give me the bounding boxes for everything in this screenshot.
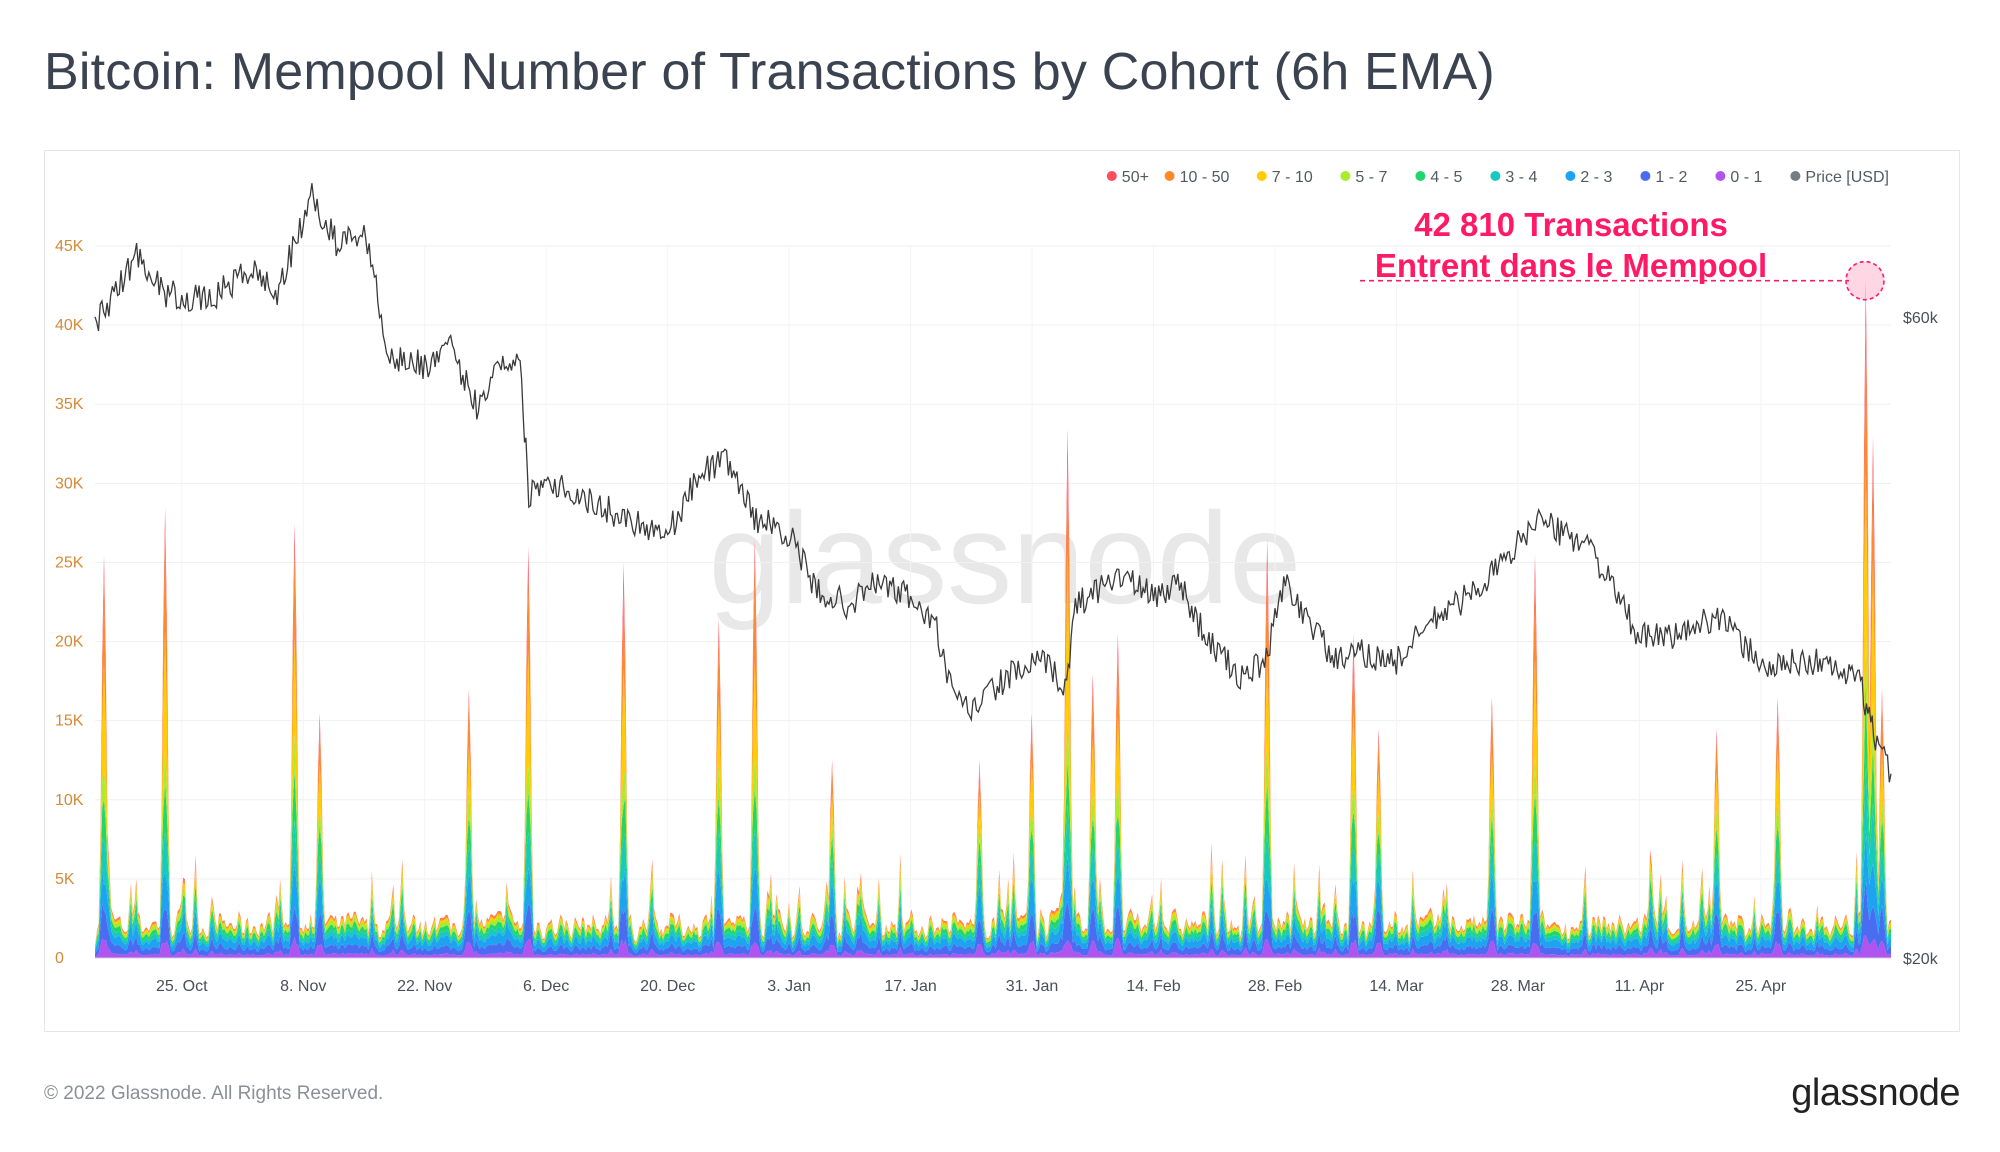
legend-dot xyxy=(1490,171,1501,181)
legend-4-5[interactable]: 4 - 5 xyxy=(1415,169,1463,186)
legend-price[interactable]: Price [USD] xyxy=(1790,169,1889,186)
legend-50plus[interactable]: 50+ xyxy=(1106,169,1149,186)
legend-dot xyxy=(1256,171,1267,181)
annotation-marker xyxy=(1845,260,1885,301)
page-title: Bitcoin: Mempool Number of Transactions … xyxy=(44,43,1495,101)
y2-tick-label: $20k xyxy=(1903,951,1939,968)
cohort-3-4-area xyxy=(95,758,1891,952)
legend-5-7[interactable]: 5 - 7 xyxy=(1340,169,1388,186)
y-tick-label: 30K xyxy=(55,475,84,492)
annotation-line2: Entrent dans le Mempool xyxy=(1375,247,1767,284)
y-tick-label: 45K xyxy=(55,238,84,255)
chart-frame: glassnode 0 5K 10K 15K 20K 25K 30K 35K 40K 45K $20… xyxy=(44,150,1960,1032)
cohort-5-7-area xyxy=(95,621,1891,949)
cohort-10-50-area xyxy=(95,325,1891,947)
legend-label: 0 - 1 xyxy=(1730,169,1762,186)
legend-7-10[interactable]: 7 - 10 xyxy=(1256,169,1313,186)
watermark-text: glassnode xyxy=(709,485,1302,631)
footer-logo: glassnode xyxy=(1791,1072,1960,1114)
legend-0-1[interactable]: 0 - 1 xyxy=(1715,169,1763,186)
legend-3-4[interactable]: 3 - 4 xyxy=(1490,169,1538,186)
x-tick-label: 28. Feb xyxy=(1248,978,1302,995)
legend-2-3[interactable]: 2 - 3 xyxy=(1565,169,1613,186)
cohort-1-2-area xyxy=(95,877,1891,957)
y-tick-label: 35K xyxy=(55,396,84,413)
legend-label: 5 - 7 xyxy=(1355,169,1387,186)
legend-dot xyxy=(1640,171,1651,181)
x-tick-label: 20. Dec xyxy=(640,978,695,995)
legend-dot xyxy=(1415,171,1426,181)
legend-dot xyxy=(1790,171,1801,181)
footer-copyright: © 2022 Glassnode. All Rights Reserved. xyxy=(44,1083,384,1104)
x-tick-label: 8. Nov xyxy=(280,978,326,995)
y-tick-label: 5K xyxy=(55,871,75,888)
cohort-4-5-area xyxy=(95,682,1891,950)
x-tick-label: 11. Apr xyxy=(1615,978,1665,995)
y-tick-label: 15K xyxy=(55,713,84,730)
legend-dot xyxy=(1565,171,1576,181)
chart-svg: glassnode 0 5K 10K 15K 20K 25K 30K 35K 40K 45K $20… xyxy=(55,169,1939,995)
legend-label: 50+ xyxy=(1122,169,1149,186)
legend-label: 2 - 3 xyxy=(1580,169,1612,186)
y-tick-label: 25K xyxy=(55,554,84,571)
annotation-line1: 42 810 Transactions xyxy=(1414,206,1728,243)
legend-1-2[interactable]: 1 - 2 xyxy=(1640,169,1688,186)
legend-label: 10 - 50 xyxy=(1180,169,1230,186)
legend-label: Price [USD] xyxy=(1805,169,1889,186)
x-tick-label: 14. Feb xyxy=(1126,978,1180,995)
x-tick-label: 28. Mar xyxy=(1491,978,1546,995)
x-tick-label: 25. Apr xyxy=(1736,978,1787,995)
y-tick-label: 10K xyxy=(55,792,84,809)
price-line xyxy=(94,183,1892,783)
legend-label: 4 - 5 xyxy=(1430,169,1462,186)
x-tick-label: 22. Nov xyxy=(397,978,452,995)
legend-dot xyxy=(1715,171,1726,181)
x-tick-label: 3. Jan xyxy=(767,978,811,995)
y-tick-label: 20K xyxy=(55,634,84,651)
legend-dot xyxy=(1340,171,1351,181)
y-tick-label: 40K xyxy=(55,317,84,334)
y-tick-label: 0 xyxy=(55,950,64,967)
x-tick-label: 17. Jan xyxy=(884,978,936,995)
x-tick-label: 31. Jan xyxy=(1006,978,1058,995)
cohort-0-1-area xyxy=(95,935,1891,958)
legend-label: 3 - 4 xyxy=(1505,169,1537,186)
legend-dot xyxy=(1164,171,1175,181)
legend-label: 1 - 2 xyxy=(1655,169,1687,186)
y2-tick-label: $60k xyxy=(1903,310,1939,327)
x-tick-label: 25. Oct xyxy=(156,978,208,995)
x-tick-label: 14. Mar xyxy=(1369,978,1424,995)
cohort-2-3-area xyxy=(95,830,1891,955)
legend-label: 7 - 10 xyxy=(1272,169,1313,186)
x-tick-label: 6. Dec xyxy=(523,978,569,995)
legend-10-50[interactable]: 10 - 50 xyxy=(1164,169,1230,186)
legend-dot xyxy=(1106,171,1117,181)
